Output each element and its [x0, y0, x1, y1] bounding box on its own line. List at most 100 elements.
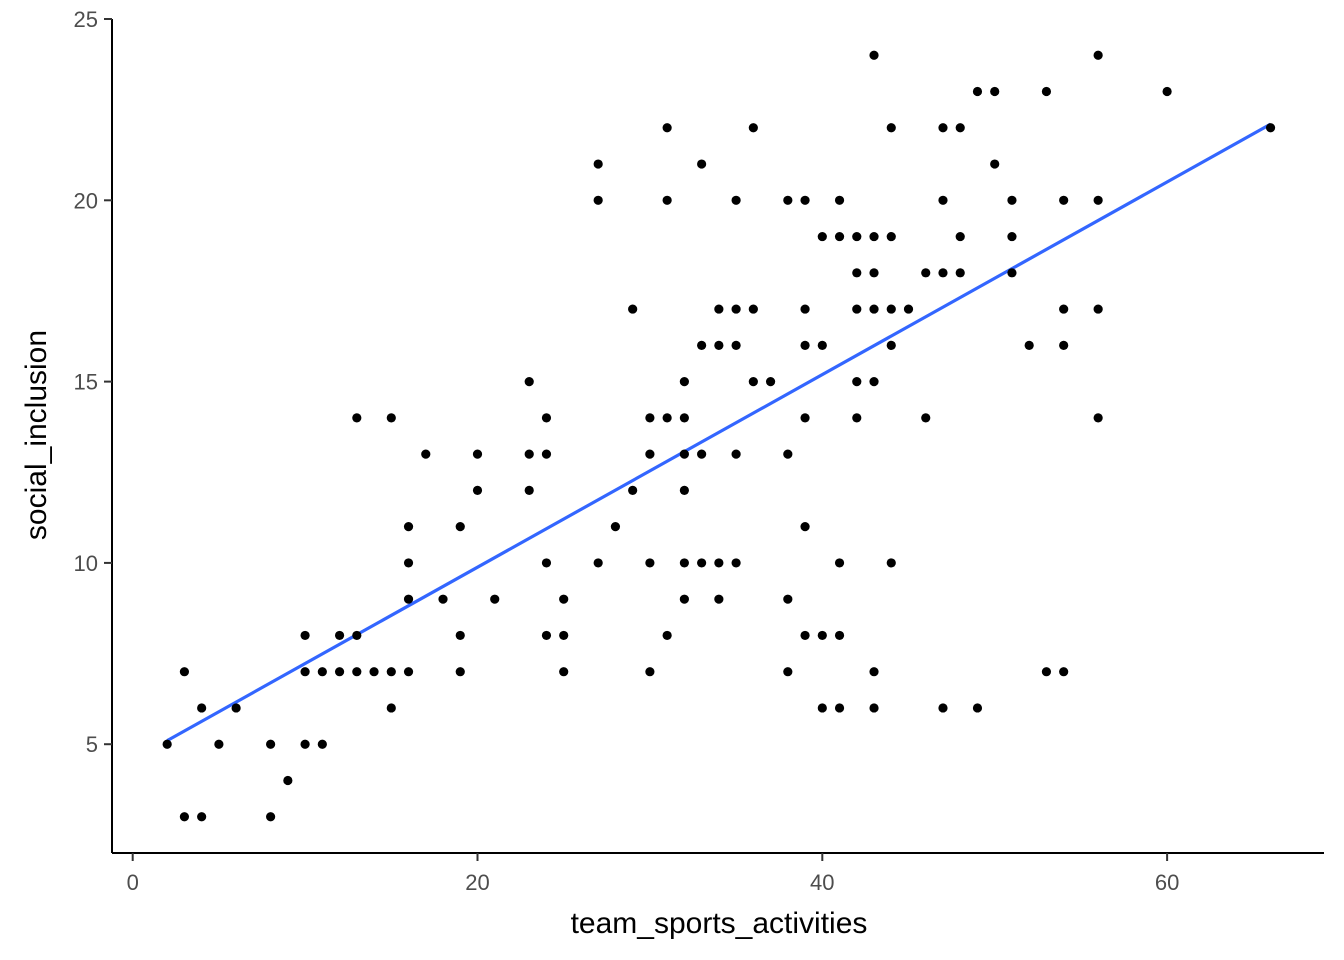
data-point	[852, 377, 862, 387]
data-point	[559, 630, 569, 641]
data-point	[869, 667, 879, 677]
data-point	[697, 558, 707, 568]
data-point	[1059, 304, 1069, 314]
data-point	[731, 304, 741, 314]
data-point	[541, 449, 552, 459]
data-point	[524, 449, 534, 459]
data-point	[197, 812, 207, 822]
y-tick-label: 10	[74, 551, 98, 576]
data-point	[834, 231, 845, 242]
data-point	[455, 522, 465, 532]
x-tick-label: 60	[1155, 870, 1179, 895]
data-point	[403, 558, 414, 568]
data-point	[817, 630, 827, 641]
data-point	[886, 123, 896, 133]
data-point	[869, 231, 879, 242]
data-point	[748, 377, 758, 387]
data-point	[800, 522, 810, 532]
data-point	[731, 449, 741, 459]
data-point	[662, 413, 672, 423]
data-point	[214, 739, 224, 749]
data-point	[938, 195, 948, 205]
data-point	[817, 340, 827, 350]
data-point	[938, 123, 948, 133]
data-point	[610, 522, 621, 532]
trend-layer	[166, 122, 1272, 742]
data-point	[1093, 195, 1103, 205]
data-point	[352, 630, 362, 641]
data-point	[472, 449, 483, 459]
data-point	[559, 667, 569, 677]
data-point	[1041, 667, 1052, 677]
data-point	[800, 630, 810, 641]
x-tick-label: 20	[465, 870, 489, 895]
data-point	[524, 377, 534, 387]
data-point	[679, 413, 689, 423]
y-axis-title: social_inclusion	[20, 330, 53, 540]
data-point	[1059, 667, 1069, 677]
data-point	[714, 558, 724, 568]
y-axis-ticks: 5 10 15 20 25	[74, 7, 112, 757]
data-point	[662, 195, 672, 205]
data-point	[869, 50, 879, 60]
data-point	[403, 594, 414, 604]
data-point	[593, 159, 603, 169]
data-point	[886, 558, 896, 568]
data-point	[886, 304, 896, 314]
data-point	[645, 413, 655, 423]
data-point	[628, 304, 638, 314]
data-point	[679, 558, 689, 568]
data-point	[783, 195, 793, 205]
data-point	[352, 413, 362, 423]
data-point	[1162, 86, 1172, 97]
data-point	[1093, 304, 1103, 314]
data-point	[300, 667, 310, 677]
data-point	[990, 86, 1000, 97]
data-point	[714, 304, 724, 314]
data-point	[541, 413, 552, 423]
data-point	[1041, 86, 1052, 97]
data-point	[800, 195, 810, 205]
data-point	[869, 377, 879, 387]
data-point	[559, 594, 569, 604]
data-point	[455, 667, 465, 677]
data-point	[283, 775, 293, 786]
data-point	[403, 667, 414, 677]
data-point	[317, 739, 327, 749]
data-point	[300, 739, 310, 749]
data-point	[490, 594, 500, 604]
data-point	[266, 812, 276, 822]
data-point	[1059, 340, 1069, 350]
data-point	[869, 268, 879, 278]
data-point	[955, 268, 965, 278]
data-point	[162, 739, 172, 749]
data-point	[645, 667, 655, 677]
data-point	[972, 703, 983, 713]
data-point	[834, 195, 845, 205]
data-point	[231, 703, 241, 713]
data-point	[1007, 231, 1017, 242]
data-point	[645, 558, 655, 568]
data-point	[955, 231, 965, 242]
data-point	[748, 123, 758, 133]
data-point	[662, 123, 672, 133]
trend-line	[166, 122, 1272, 742]
data-point	[800, 304, 810, 314]
data-point	[817, 703, 827, 713]
data-point	[697, 340, 707, 350]
data-point	[921, 268, 931, 278]
x-axis-title: team_sports_activities	[571, 907, 868, 940]
data-point	[386, 413, 396, 423]
data-point	[317, 667, 327, 677]
data-point	[834, 630, 845, 641]
data-point	[783, 667, 793, 677]
data-point	[783, 449, 793, 459]
data-point	[179, 667, 190, 677]
data-point	[386, 703, 396, 713]
data-point	[679, 594, 689, 604]
data-point	[645, 449, 655, 459]
data-point	[421, 449, 431, 459]
data-point	[697, 159, 707, 169]
data-point	[903, 304, 914, 314]
